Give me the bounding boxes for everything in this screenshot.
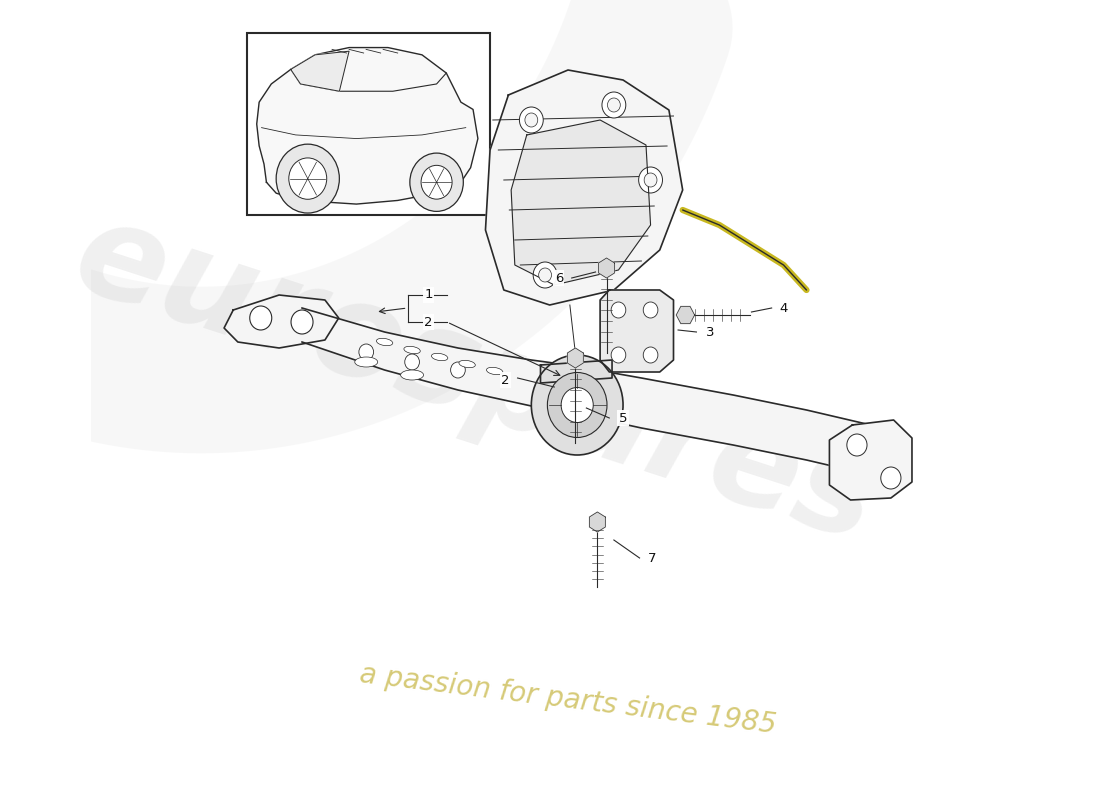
Ellipse shape <box>355 357 377 367</box>
Circle shape <box>525 113 538 127</box>
Polygon shape <box>512 120 650 285</box>
Text: 6: 6 <box>554 271 563 285</box>
Circle shape <box>451 362 465 378</box>
Ellipse shape <box>400 370 424 380</box>
Circle shape <box>847 434 867 456</box>
Circle shape <box>644 347 658 363</box>
Circle shape <box>881 467 901 489</box>
Ellipse shape <box>459 360 475 368</box>
Text: 3: 3 <box>706 326 714 338</box>
Polygon shape <box>540 360 612 383</box>
Circle shape <box>548 373 607 438</box>
Circle shape <box>612 302 626 318</box>
Circle shape <box>292 310 313 334</box>
Circle shape <box>602 92 626 118</box>
Circle shape <box>519 107 543 133</box>
Polygon shape <box>302 308 871 475</box>
Bar <box>248 33 491 215</box>
Text: 1: 1 <box>425 289 433 302</box>
Polygon shape <box>601 290 673 372</box>
Circle shape <box>645 173 657 187</box>
Ellipse shape <box>486 367 503 374</box>
Text: 5: 5 <box>619 411 627 425</box>
Circle shape <box>359 344 374 360</box>
Circle shape <box>276 144 340 213</box>
Text: 7: 7 <box>648 551 657 565</box>
Circle shape <box>250 306 272 330</box>
Circle shape <box>410 153 463 211</box>
Circle shape <box>607 98 620 112</box>
Text: 2: 2 <box>502 374 510 386</box>
Polygon shape <box>568 348 583 368</box>
Polygon shape <box>485 70 683 305</box>
Polygon shape <box>676 306 694 324</box>
Text: eurospares: eurospares <box>59 190 893 570</box>
Polygon shape <box>598 258 615 278</box>
Circle shape <box>531 355 623 455</box>
Circle shape <box>561 387 593 422</box>
Ellipse shape <box>376 338 393 346</box>
Polygon shape <box>829 420 912 500</box>
Circle shape <box>534 262 557 288</box>
Polygon shape <box>290 51 349 91</box>
Circle shape <box>405 354 419 370</box>
Text: 4: 4 <box>780 302 788 314</box>
Text: a passion for parts since 1985: a passion for parts since 1985 <box>359 661 778 739</box>
Ellipse shape <box>431 354 448 361</box>
Circle shape <box>644 302 658 318</box>
Circle shape <box>639 167 662 193</box>
Polygon shape <box>224 295 339 348</box>
Polygon shape <box>590 512 605 532</box>
Circle shape <box>289 158 327 199</box>
Circle shape <box>539 268 551 282</box>
Polygon shape <box>256 47 477 204</box>
Text: 2: 2 <box>425 315 433 329</box>
Circle shape <box>421 166 452 199</box>
Circle shape <box>612 347 626 363</box>
Ellipse shape <box>404 346 420 354</box>
